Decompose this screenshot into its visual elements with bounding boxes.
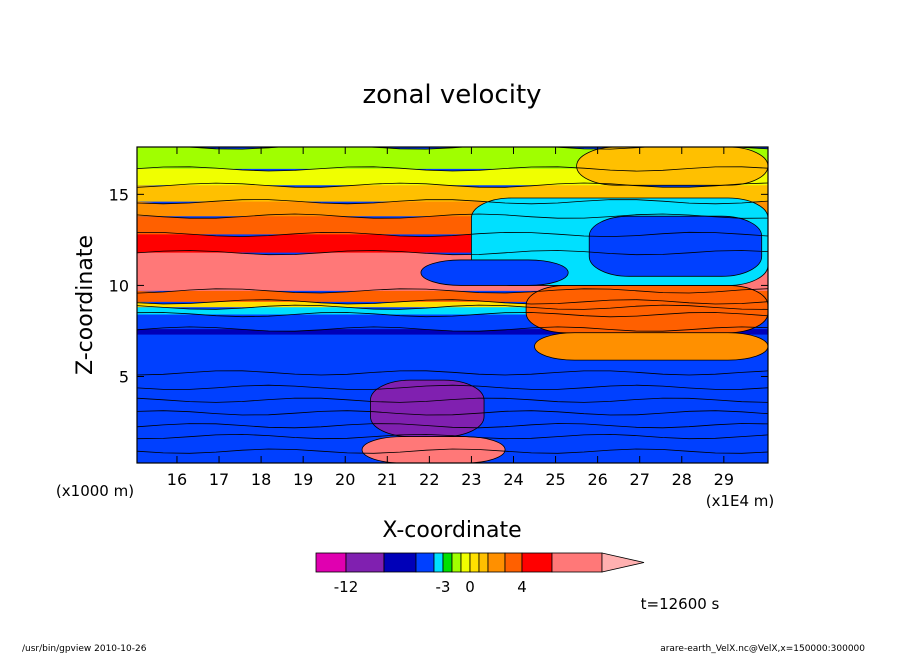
- x-tick-label: 28: [672, 470, 692, 489]
- footer-right: arare-earth_VelX.nc@VelX,x=150000:300000: [660, 644, 865, 654]
- colorbar-segment: [478, 552, 489, 573]
- contour-line: [137, 312, 768, 318]
- colorbar-segment: [415, 552, 435, 573]
- contour-line: [137, 448, 768, 454]
- colorbar-segment: [504, 552, 523, 573]
- contour-line: [137, 299, 768, 305]
- x-tick-label: 19: [293, 470, 313, 489]
- velocity-feature: [576, 147, 768, 186]
- colorbar-tick-label: -3: [436, 578, 451, 596]
- contour-line: [137, 231, 768, 238]
- colorbar-tick-label: 4: [517, 578, 527, 596]
- y-unit-label: (x1000 m): [56, 482, 134, 500]
- footer-left: /usr/bin/gpview 2010-10-26: [22, 644, 147, 654]
- x-tick-label: 27: [630, 470, 650, 489]
- velocity-feature: [420, 259, 569, 286]
- x-tick-label: 17: [209, 470, 229, 489]
- y-axis-label: Z-coordinate: [73, 235, 98, 375]
- x-tick-label: 20: [335, 470, 355, 489]
- contour-line: [137, 166, 768, 172]
- colorbar-tick-labels: -12 -3 0 4: [334, 578, 527, 596]
- contour-line: [137, 397, 768, 403]
- colorbar-segment: [345, 552, 385, 573]
- colorbar-arrow: [601, 552, 645, 573]
- y-tick-label: 10: [109, 276, 129, 295]
- contour-line: [137, 182, 768, 188]
- x-axis-label: X-coordinate: [382, 518, 521, 543]
- contour-line: [137, 250, 768, 256]
- contour-line: [137, 326, 768, 332]
- colorbar-segment: [442, 552, 453, 573]
- velocity-feature: [534, 332, 768, 361]
- plot-area: [137, 147, 768, 463]
- y-axis-ticks: 5 10 15: [109, 185, 768, 386]
- contour-line: [137, 370, 768, 376]
- velocity-feature: [588, 215, 763, 277]
- contour-line: [137, 199, 768, 205]
- colorbar-segment: [521, 552, 553, 573]
- contour-lines: [137, 147, 768, 454]
- contour-line: [137, 304, 768, 310]
- x-tick-label: 22: [419, 470, 439, 489]
- velocity-features: [137, 147, 768, 463]
- x-tick-label: 16: [167, 470, 187, 489]
- x-tick-label: 18: [251, 470, 271, 489]
- contour-line: [137, 384, 768, 390]
- x-tick-label: 29: [714, 470, 734, 489]
- x-tick-label: 21: [377, 470, 397, 489]
- colorbar-segment: [451, 552, 462, 573]
- x-tick-label: 26: [587, 470, 607, 489]
- x-tick-label: 25: [545, 470, 565, 489]
- time-label: t=12600 s: [641, 595, 720, 613]
- contour-line: [137, 410, 768, 416]
- contour-line: [181, 147, 768, 150]
- colorbar-segment: [460, 552, 471, 573]
- x-unit-label: (x1E4 m): [706, 492, 775, 510]
- contour-line: [137, 288, 768, 294]
- x-axis-ticks: 16 17 18 19 20 21 22 23 24 25 26 27 28 29: [167, 147, 734, 489]
- y-tick-label: 5: [119, 367, 129, 386]
- y-tick-label: 15: [109, 185, 129, 204]
- x-tick-label: 24: [503, 470, 523, 489]
- chart-title: zonal velocity: [362, 80, 541, 110]
- colorbar-segment: [469, 552, 480, 573]
- colorbar-tick-label: 0: [465, 578, 475, 596]
- colorbar: [315, 552, 645, 573]
- colorbar-tick-label: -12: [334, 578, 359, 596]
- colorbar-segment: [487, 552, 506, 573]
- contour-line: [137, 423, 768, 429]
- velocity-band: [137, 183, 768, 202]
- contour-line: [137, 213, 768, 219]
- colorbar-segment: [433, 552, 444, 573]
- colorbar-segment: [551, 552, 603, 573]
- colorbar-segment: [383, 552, 417, 573]
- colorbar-segment: [315, 552, 347, 573]
- x-tick-label: 23: [461, 470, 481, 489]
- contour-line: [137, 433, 768, 440]
- plot-frame: [136, 146, 769, 464]
